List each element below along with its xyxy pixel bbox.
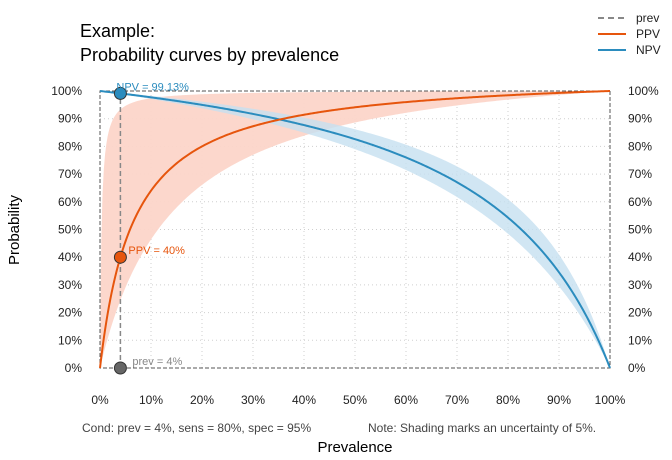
legend-ppv-label: PPV (636, 27, 660, 41)
y-tick-label-right: 30% (628, 278, 652, 292)
x-tick-label: 90% (547, 393, 571, 407)
y-tick-label-left: 50% (58, 223, 82, 237)
ppv-point (113, 250, 127, 264)
y-tick-label-right: 100% (628, 84, 659, 98)
uncertainty-bands (100, 91, 610, 368)
tick-labels: 0% 10% 20% 30% 40% 50% 60% 70% 80% 90% 100% 0% 0% 10%… (51, 84, 659, 407)
y-tick-label-right: 80% (628, 139, 652, 153)
x-tick-label: 10% (139, 393, 163, 407)
y-tick-label-left: 10% (58, 333, 82, 347)
legend: prev PPV NPV (598, 11, 661, 57)
y-tick-label-left: 30% (58, 278, 82, 292)
y-tick-label-right: 70% (628, 167, 652, 181)
x-tick-label: 80% (496, 393, 520, 407)
y-tick-label-left: 60% (58, 195, 82, 209)
ppv-uncertainty-band (100, 91, 610, 368)
ppv-annotation: PPV = 40% (128, 245, 185, 257)
y-tick-label-right: 60% (628, 195, 652, 209)
npv-annotation: NPV = 99.13% (116, 81, 189, 93)
y-tick-label-right: 20% (628, 306, 652, 320)
x-tick-label: 100% (595, 393, 626, 407)
x-tick-label: 0% (91, 393, 109, 407)
caption-note: Note: Shading marks an uncertainty of 5%… (368, 421, 596, 435)
y-tick-label-left: 100% (51, 84, 82, 98)
y-tick-label-right: 0% (628, 361, 646, 375)
chart-title: Example: (80, 21, 155, 41)
y-tick-label-left: 40% (58, 250, 82, 264)
y-tick-label-left: 90% (58, 112, 82, 126)
x-tick-label: 60% (394, 393, 418, 407)
x-axis-label: Prevalence (317, 439, 392, 456)
legend-npv-label: NPV (636, 43, 661, 57)
x-tick-label: 70% (445, 393, 469, 407)
prev-point (113, 361, 127, 375)
curves (99, 90, 611, 369)
y-tick-label-left: 80% (58, 139, 82, 153)
y-tick-label-left: 0% (65, 361, 83, 375)
npv-point (113, 86, 127, 100)
y-tick-label-right: 90% (628, 112, 652, 126)
x-tick-label: 50% (343, 393, 367, 407)
caption-conditions: Cond: prev = 4%, sens = 80%, spec = 95% (82, 421, 311, 435)
prev-annotation: prev = 4% (132, 356, 182, 368)
plot-frame (99, 90, 611, 369)
y-tick-label-left: 70% (58, 167, 82, 181)
legend-prev-label: prev (636, 11, 659, 25)
x-tick-label: 20% (190, 393, 214, 407)
y-axis-label: Probability (6, 194, 23, 265)
y-tick-label-left: 20% (58, 306, 82, 320)
ppv-line (99, 90, 611, 369)
y-tick-label-right: 40% (628, 250, 652, 264)
y-tick-label-right: 50% (628, 223, 652, 237)
x-tick-label: 40% (292, 393, 316, 407)
npv-uncertainty-band (100, 91, 610, 368)
x-tick-label: 30% (241, 393, 265, 407)
markers: NPV = 99.13% PPV = 40% prev = 4% (113, 81, 189, 375)
chart-subtitle: Probability curves by prevalence (80, 45, 339, 65)
y-tick-label-right: 10% (628, 333, 652, 347)
npv-line (99, 90, 611, 369)
